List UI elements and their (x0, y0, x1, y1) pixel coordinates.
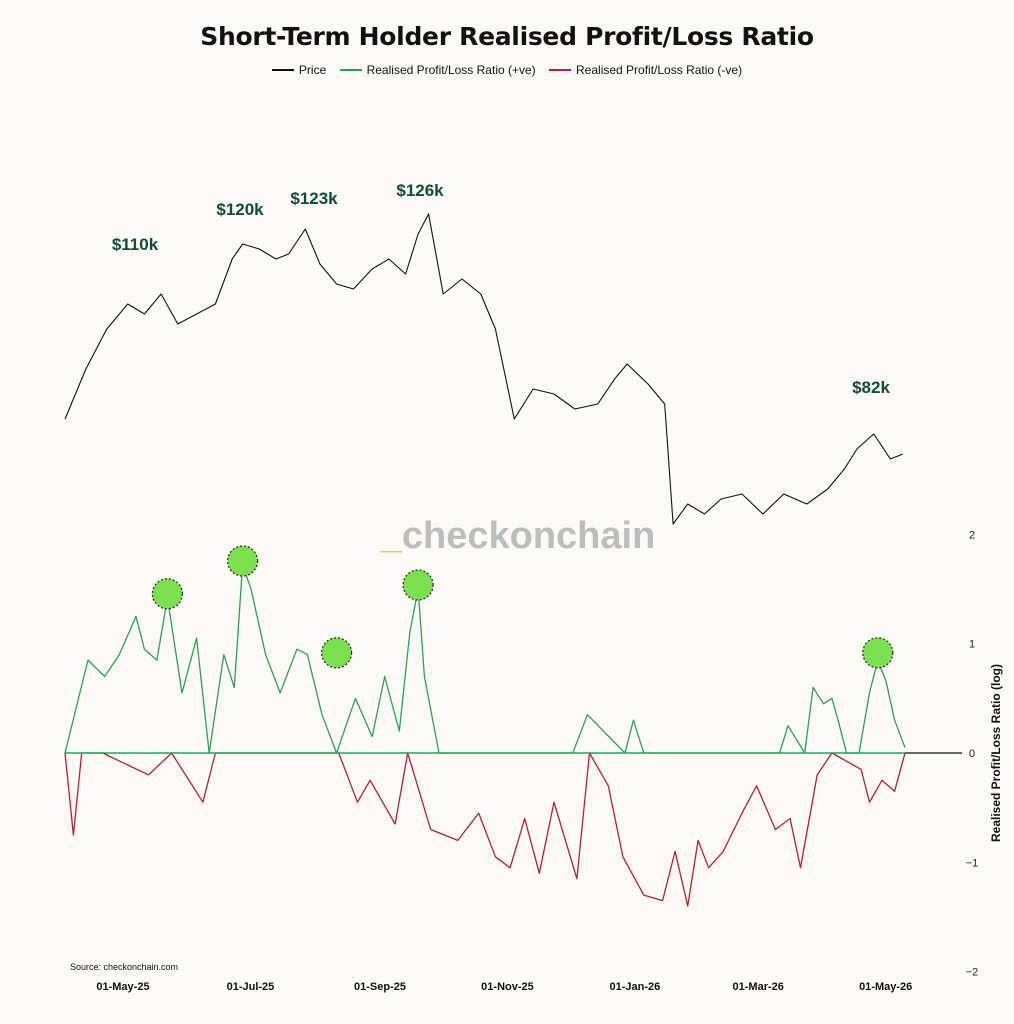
source-note: Source: checkonchain.com (70, 962, 178, 972)
y-tick-label-1: 1 (969, 639, 975, 651)
chart-legend: Price Realised Profit/Loss Ratio (+ve) R… (0, 60, 1014, 77)
series-line-ratio-negative (64, 752, 906, 907)
x-tick-label-5: 01-Mar-26 (733, 981, 784, 993)
x-tick-label-4: 01-Jan-26 (610, 981, 661, 993)
peak-marker-2 (321, 637, 353, 669)
y-axis-label: Realised Profit/Loss Ratio (log) (989, 664, 1003, 842)
watermark-text: checkonchain (402, 515, 655, 557)
legend-item-negative: Realised Profit/Loss Ratio (-ve) (549, 63, 742, 77)
peak-marker-4 (862, 637, 894, 669)
x-tick-label-2: 01-Sep-25 (354, 981, 406, 993)
legend-label-negative: Realised Profit/Loss Ratio (-ve) (576, 63, 743, 77)
legend-swatch-negative (549, 69, 572, 71)
y-tick-label-m2: −2 (966, 967, 979, 979)
x-tick-label-1: 01-Jul-25 (227, 981, 275, 993)
series-line-price (64, 213, 904, 525)
watermark: _checkonchain (380, 515, 656, 557)
y-tick-label-0: 0 (969, 748, 975, 760)
legend-label-positive: Realised Profit/Loss Ratio (+ve) (366, 63, 536, 77)
legend-swatch-price (271, 69, 294, 71)
legend-swatch-positive (339, 69, 362, 71)
series-line-ratio-positive (64, 564, 906, 754)
x-tick-label-3: 01-Nov-25 (481, 981, 534, 993)
watermark-underscore: _ (380, 515, 403, 557)
peak-marker-3 (402, 569, 434, 601)
price-annotation-3: $126k (396, 181, 444, 200)
chart-title: Short-Term Holder Realised Profit/Loss R… (200, 22, 814, 51)
y-tick-label-m1: −1 (966, 857, 979, 869)
price-annotation-1: $120k (216, 200, 264, 219)
x-tick-label-6: 01-May-26 (859, 981, 912, 993)
y-tick-label-2: 2 (969, 529, 975, 541)
legend-label-price: Price (298, 63, 327, 77)
x-tick-label-0: 01-May-25 (96, 981, 149, 993)
price-annotation-4: $82k (852, 378, 890, 397)
peak-marker-0 (151, 578, 183, 610)
price-annotation-2: $123k (290, 189, 338, 208)
legend-item-positive: Realised Profit/Loss Ratio (+ve) (339, 63, 536, 77)
peak-marker-1 (227, 545, 259, 577)
legend-item-price: Price (271, 63, 327, 77)
price-annotation-0: $110k (112, 235, 159, 254)
